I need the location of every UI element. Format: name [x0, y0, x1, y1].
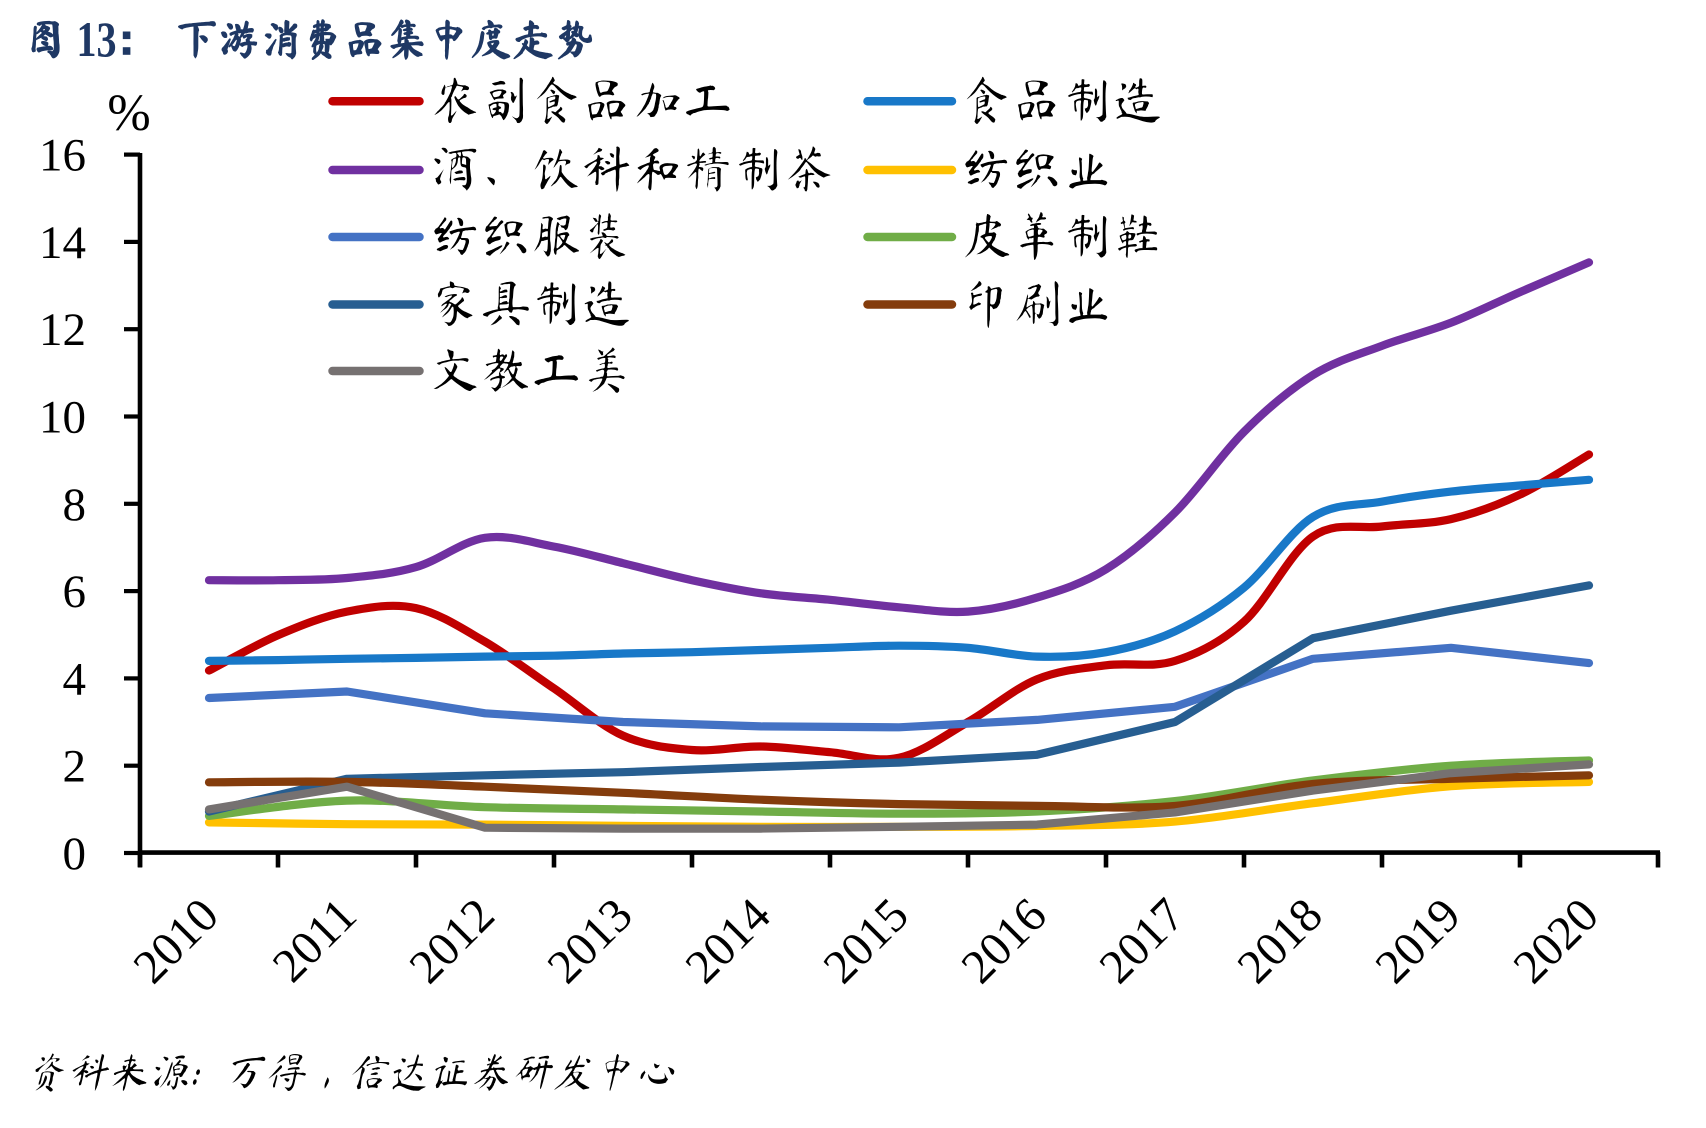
svg-text:%: %	[107, 85, 150, 142]
svg-text:0: 0	[63, 828, 87, 880]
svg-text:14: 14	[39, 217, 86, 269]
svg-text:6: 6	[63, 566, 87, 618]
svg-text:8: 8	[63, 479, 87, 531]
svg-text:10: 10	[39, 392, 86, 444]
svg-text:13: 13	[77, 12, 117, 67]
svg-text:2: 2	[63, 741, 87, 793]
svg-text:12: 12	[39, 304, 86, 356]
svg-text:4: 4	[63, 653, 87, 705]
svg-text:16: 16	[39, 130, 86, 182]
